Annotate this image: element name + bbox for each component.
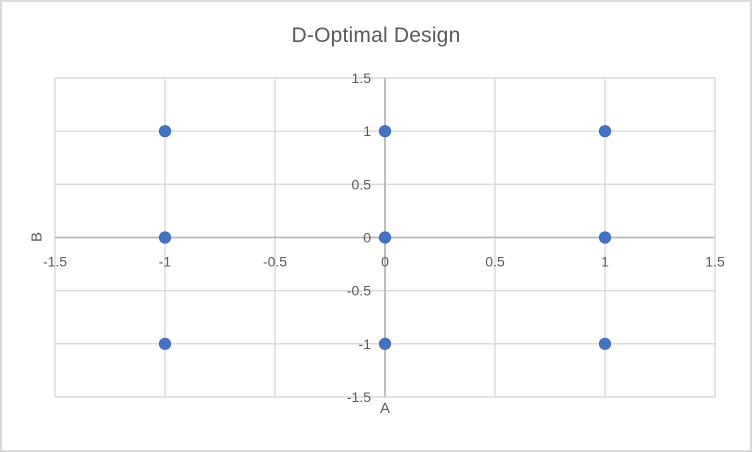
data-point[interactable]	[158, 231, 172, 244]
y-axis-title[interactable]: B	[28, 231, 46, 243]
data-point[interactable]	[158, 337, 172, 350]
x-tick-label[interactable]: -1	[159, 254, 172, 270]
y-tick-label[interactable]: 1	[363, 123, 371, 139]
data-point[interactable]	[598, 125, 612, 138]
chart-title[interactable]: D-Optimal Design	[291, 24, 461, 47]
x-axis-title[interactable]: A	[379, 400, 390, 417]
x-tick-label[interactable]: 0.5	[485, 254, 505, 270]
data-point[interactable]	[158, 125, 172, 138]
x-tick-label[interactable]: 1.5	[705, 254, 725, 270]
x-tick-label[interactable]: 0	[381, 254, 389, 270]
data-point[interactable]	[378, 125, 392, 138]
y-tick-label[interactable]: 0	[363, 230, 371, 246]
y-tick-label[interactable]: -1	[359, 336, 372, 352]
data-point[interactable]	[378, 231, 392, 244]
y-tick-label[interactable]: -0.5	[347, 283, 371, 299]
y-tick-label[interactable]: -1.5	[347, 389, 371, 405]
data-point[interactable]	[378, 337, 392, 350]
data-point[interactable]	[598, 337, 612, 350]
x-tick-label[interactable]: 1	[601, 254, 609, 270]
x-tick-label[interactable]: -1.5	[43, 254, 67, 270]
y-tick-label[interactable]: 1.5	[352, 70, 372, 86]
y-tick-label[interactable]: 0.5	[352, 176, 372, 192]
data-point[interactable]	[598, 231, 612, 244]
x-tick-label[interactable]: -0.5	[263, 254, 287, 270]
